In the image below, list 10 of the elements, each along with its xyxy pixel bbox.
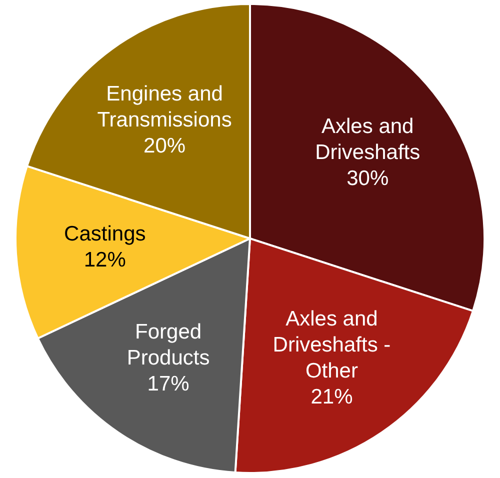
data-label: 21%	[310, 386, 353, 409]
data-label: 20%	[144, 134, 186, 158]
slice-label: Engines and Transmissions	[97, 82, 232, 132]
data-label: 17%	[147, 372, 190, 396]
data-label: 12%	[84, 248, 126, 272]
data-label: 30%	[346, 166, 389, 190]
slice-label: Axles and Driveshafts	[315, 114, 420, 164]
slice-label: Castings	[64, 222, 146, 246]
slice-label: Axles and Driveshafts - Other	[272, 308, 391, 383]
slice-label: Forged Products	[126, 320, 210, 370]
